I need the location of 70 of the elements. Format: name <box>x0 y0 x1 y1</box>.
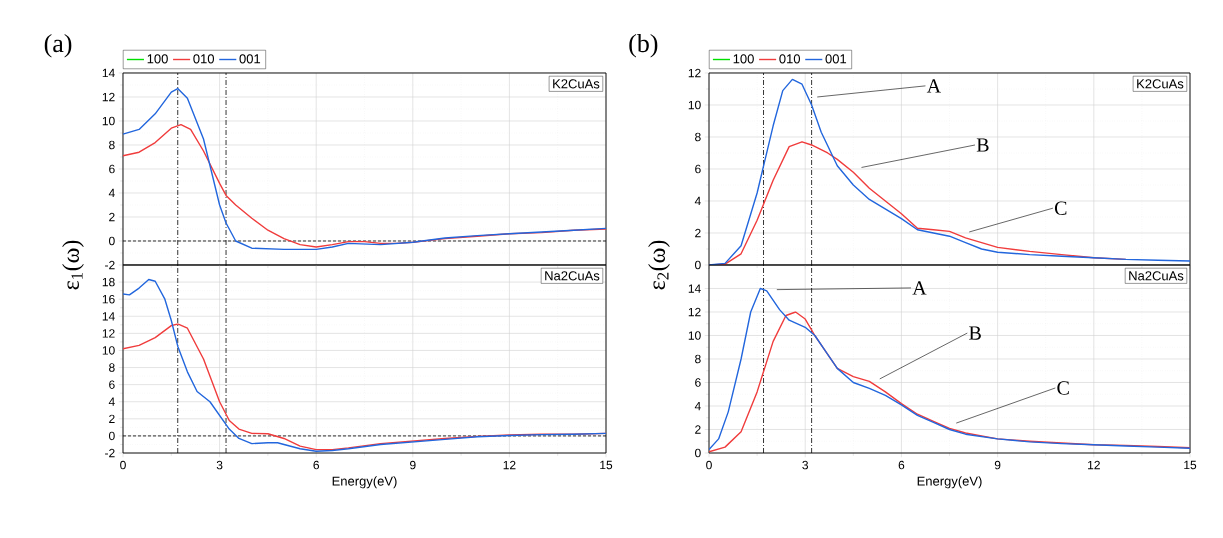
legend-label: 001 <box>825 54 847 64</box>
y-tick-label: 6 <box>109 164 115 174</box>
annotation: C <box>1054 201 1067 215</box>
legend-label: 001 <box>239 54 261 64</box>
legend-label: 010 <box>779 54 801 64</box>
x-tick-label: 6 <box>313 460 320 470</box>
line-series <box>123 87 607 251</box>
y-tick-label: 2 <box>109 212 115 222</box>
chart-title: K2CuAs <box>1137 79 1184 89</box>
annotation: B <box>976 138 989 152</box>
y-tick-label: 2 <box>109 414 115 424</box>
text: (b) <box>629 33 658 58</box>
x-tick-label: 3 <box>216 460 223 470</box>
y-tick-label: 0 <box>695 260 701 270</box>
y-tick-label: 0 <box>109 236 115 246</box>
y-tick-label: 2 <box>695 228 701 238</box>
x-tick-label: 0 <box>706 460 712 470</box>
chart-title: K2CuAs <box>553 79 600 89</box>
y-tick-label: 18 <box>102 277 115 287</box>
y-tick-label: 10 <box>688 100 701 110</box>
y-tick-label: 8 <box>109 140 115 150</box>
legend-label: 100 <box>733 54 754 64</box>
x-tick-label: 9 <box>994 460 1001 470</box>
y-tick-label: 8 <box>695 132 701 142</box>
y-tick-label: 12 <box>102 92 115 102</box>
y-tick-label: 8 <box>109 363 115 372</box>
y-tick-label: 16 <box>102 294 115 304</box>
y-tick-label: -2 <box>105 260 115 270</box>
x-tick-label: 15 <box>1184 460 1197 470</box>
x-tick-label: 9 <box>410 460 416 470</box>
x-tick-label: 12 <box>503 460 516 470</box>
y-tick-label: 14 <box>102 68 115 78</box>
x-tick-label: 0 <box>120 460 126 470</box>
annotation: B <box>969 326 981 340</box>
y-tick-label: 4 <box>694 401 701 411</box>
legend-label: 010 <box>193 54 215 64</box>
y-tick-label: 6 <box>695 378 701 387</box>
annotation: A <box>926 79 941 93</box>
y-tick-label: 12 <box>688 307 701 317</box>
x-axis-title: Energy(eV) <box>917 476 982 489</box>
y-axis-title: ε$_{1}$(ω) <box>62 240 84 290</box>
y-tick-label: 14 <box>688 284 701 293</box>
legend-label: 100 <box>147 54 168 64</box>
y-axis-title: ε$_{2}$(ω) <box>648 240 670 290</box>
x-tick-label: 3 <box>802 460 809 470</box>
text: (a) <box>44 33 72 58</box>
y-tick-label: 12 <box>688 68 701 78</box>
x-axis-title: Energy(eV) <box>332 476 397 489</box>
y-tick-label: 4 <box>108 397 115 406</box>
chart-title: Na2CuAs <box>1129 271 1184 281</box>
annotation: C <box>1057 381 1069 395</box>
x-tick-label: 12 <box>1088 460 1100 470</box>
y-tick-label: 2 <box>695 425 701 434</box>
y-tick-label: 12 <box>102 329 115 338</box>
y-tick-label: 14 <box>102 312 115 321</box>
y-tick-label: 10 <box>688 331 701 340</box>
x-tick-label: 15 <box>600 460 613 470</box>
annotation: A <box>912 281 927 295</box>
x-tick-label: 6 <box>898 460 905 470</box>
y-tick-label: 4 <box>108 188 115 198</box>
y-tick-label: 4 <box>694 196 701 206</box>
y-tick-label: 0 <box>109 431 115 441</box>
y-tick-label: 8 <box>695 354 701 364</box>
y-tick-label: 6 <box>695 164 701 174</box>
y-tick-label: 10 <box>102 346 115 355</box>
y-tick-label: 10 <box>102 116 115 126</box>
y-tick-label: -2 <box>105 448 115 458</box>
y-tick-label: 0 <box>695 448 701 458</box>
y-tick-label: 6 <box>109 380 115 389</box>
chart-title: Na2CuAs <box>545 271 600 281</box>
